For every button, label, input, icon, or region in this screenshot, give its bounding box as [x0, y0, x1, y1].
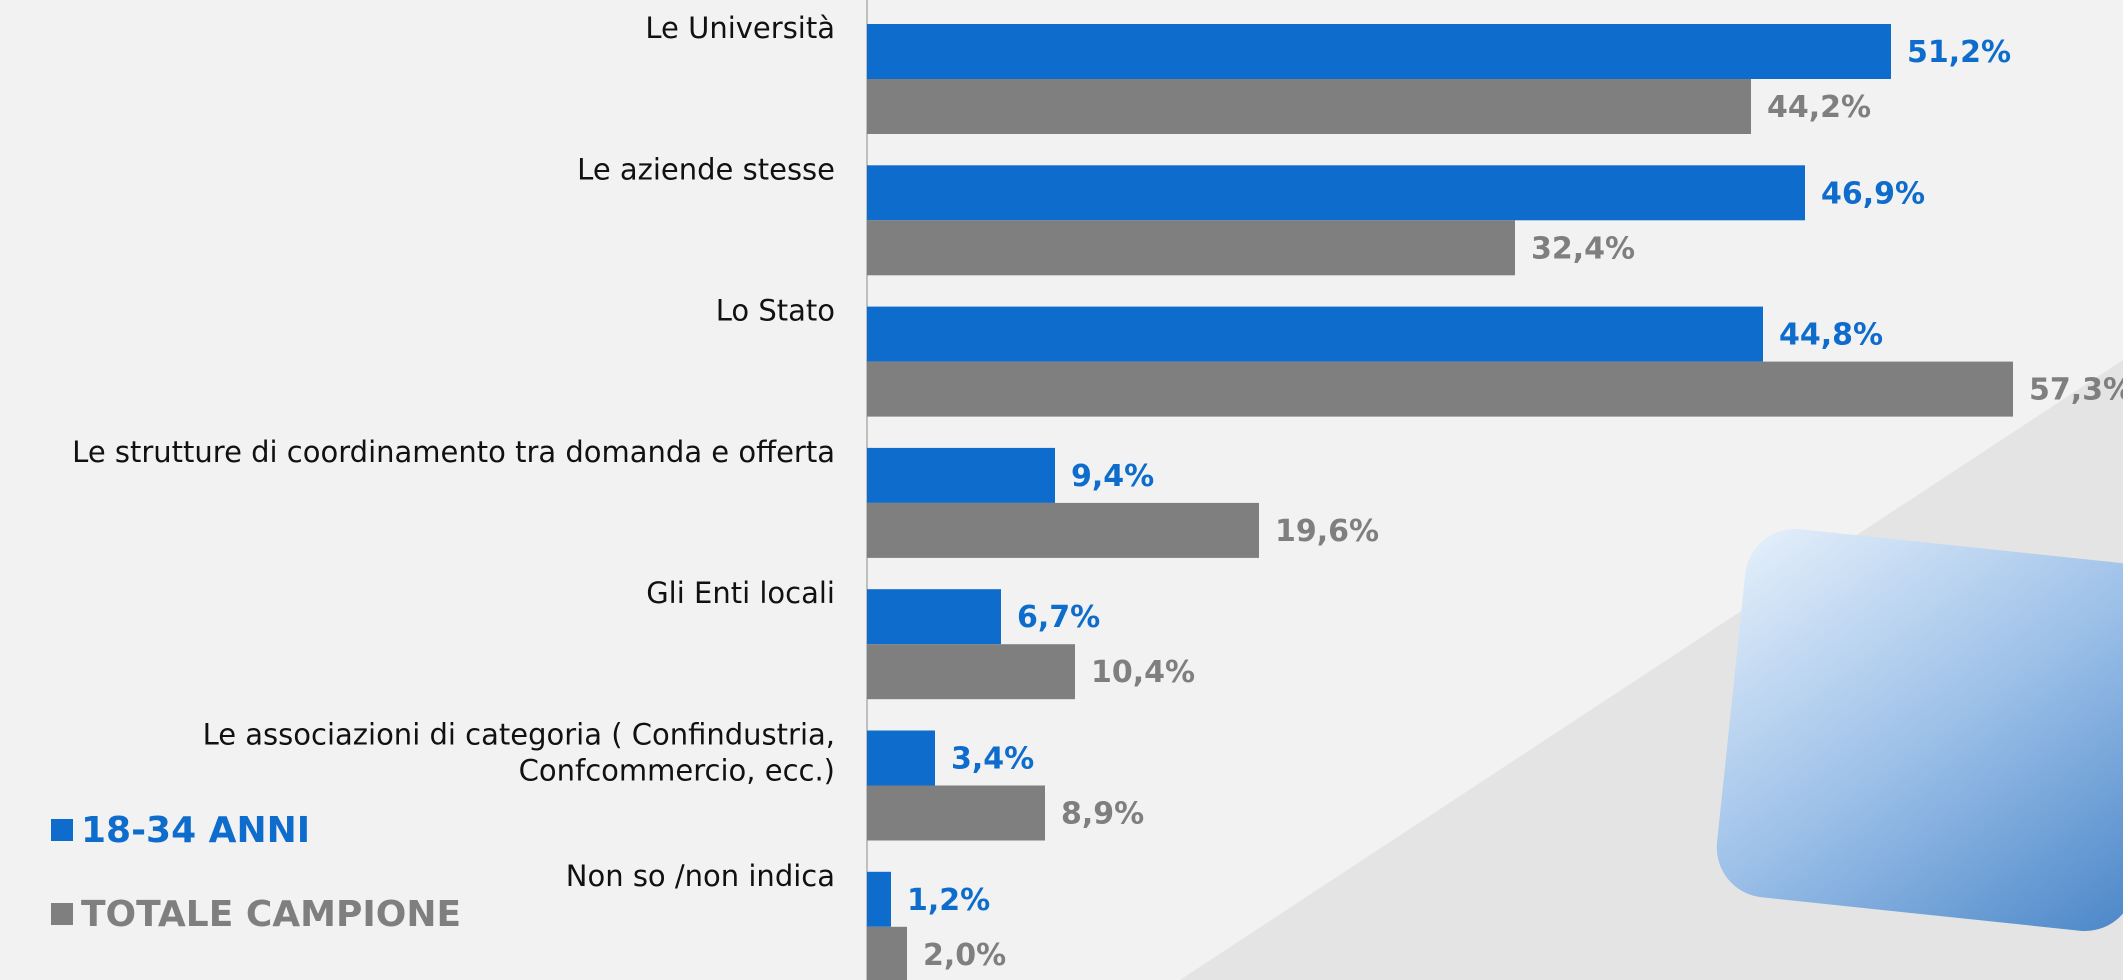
category-label: Le aziende stesse — [577, 152, 835, 186]
bar — [867, 644, 1075, 699]
value-label: 1,2% — [907, 883, 990, 918]
value-label: 6,7% — [1017, 600, 1100, 635]
category-label: Lo Stato — [716, 294, 835, 328]
value-label: 3,4% — [951, 742, 1034, 777]
value-label: 9,4% — [1071, 459, 1154, 494]
value-label: 51,2% — [1907, 35, 2011, 70]
legend-label: 18-34 ANNI — [81, 810, 310, 851]
bar — [867, 220, 1515, 275]
value-label: 8,9% — [1061, 797, 1144, 832]
bar — [867, 362, 2013, 417]
bar — [867, 786, 1045, 841]
bar — [867, 24, 1891, 79]
value-label: 19,6% — [1275, 514, 1379, 549]
chart: Le Università 51,2% 44,2% Le aziende stesse… — [0, 0, 2123, 980]
decorative-image — [1712, 524, 2123, 936]
value-label: 2,0% — [923, 938, 1006, 973]
bar — [867, 448, 1055, 503]
value-label: 46,9% — [1821, 176, 1925, 211]
value-label: 44,2% — [1767, 90, 1871, 125]
value-label: 10,4% — [1091, 655, 1195, 690]
value-label: 32,4% — [1531, 231, 1635, 266]
category-label: Non so /non indica — [566, 859, 835, 893]
category-label: Le Università — [645, 11, 835, 45]
bar — [867, 307, 1763, 362]
legend-swatch — [51, 819, 73, 841]
value-label: 44,8% — [1779, 318, 1883, 353]
bar — [867, 79, 1751, 134]
category-label: Le strutture di coordinamento tra domand… — [72, 435, 835, 469]
bar — [867, 503, 1259, 558]
bar — [867, 731, 935, 786]
legend-label: TOTALE CAMPIONE — [81, 894, 461, 935]
category-label: Gli Enti locali — [646, 576, 835, 610]
bar — [867, 165, 1805, 220]
value-label: 57,3% — [2029, 373, 2123, 408]
bar — [867, 872, 891, 927]
bar — [867, 927, 907, 980]
bar — [867, 589, 1001, 644]
legend-swatch — [51, 903, 73, 925]
